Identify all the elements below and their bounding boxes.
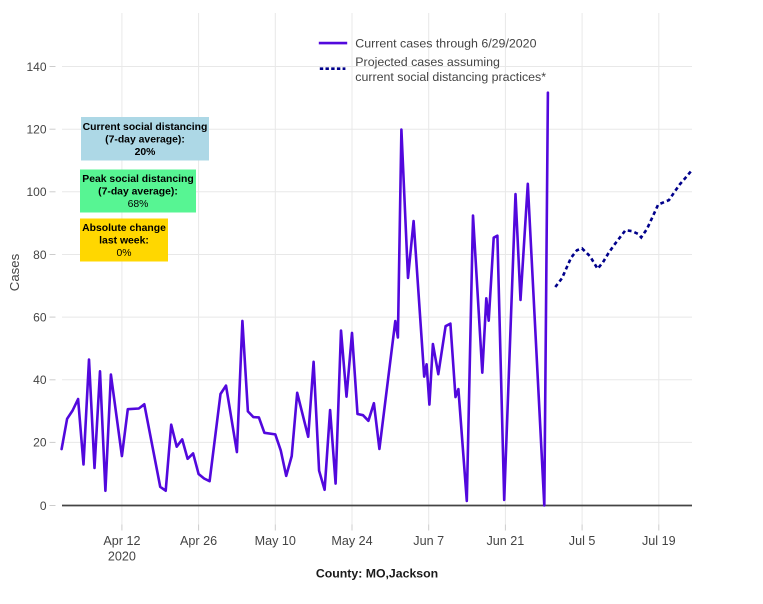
- svg-text:Apr 12: Apr 12: [103, 534, 140, 548]
- svg-text:(7-day average):: (7-day average):: [98, 187, 178, 198]
- svg-text:Jun 21: Jun 21: [486, 534, 524, 548]
- svg-text:140: 140: [26, 60, 46, 74]
- svg-text:100: 100: [26, 185, 46, 199]
- svg-text:Peak social distancing: Peak social distancing: [82, 174, 193, 185]
- svg-text:Jul 19: Jul 19: [642, 534, 676, 548]
- svg-text:0%: 0%: [116, 248, 131, 259]
- svg-text:Cases: Cases: [7, 253, 22, 291]
- svg-text:120: 120: [26, 123, 46, 137]
- svg-text:80: 80: [33, 248, 47, 262]
- svg-text:2020: 2020: [108, 549, 136, 563]
- svg-text:Current cases through 6/29/202: Current cases through 6/29/2020: [355, 37, 536, 51]
- svg-text:20%: 20%: [135, 147, 156, 158]
- svg-text:County: MO,Jackson: County: MO,Jackson: [316, 566, 438, 580]
- svg-text:Current social distancing: Current social distancing: [83, 122, 208, 133]
- svg-text:May 24: May 24: [331, 534, 372, 548]
- svg-text:Absolute change: Absolute change: [82, 223, 166, 234]
- svg-text:Jun 7: Jun 7: [413, 534, 444, 548]
- svg-text:May 10: May 10: [255, 534, 296, 548]
- svg-text:Apr 26: Apr 26: [180, 534, 217, 548]
- svg-text:60: 60: [33, 310, 47, 324]
- svg-text:0: 0: [40, 499, 47, 513]
- svg-text:Projected cases assuming: Projected cases assuming: [355, 55, 500, 69]
- svg-text:40: 40: [33, 373, 47, 387]
- svg-text:(7-day average):: (7-day average):: [105, 134, 185, 145]
- svg-text:68%: 68%: [128, 199, 149, 210]
- svg-text:current social distancing prac: current social distancing practices*: [355, 70, 546, 84]
- svg-text:last week:: last week:: [99, 236, 149, 247]
- svg-text:20: 20: [33, 436, 47, 450]
- svg-text:Jul 5: Jul 5: [569, 534, 596, 548]
